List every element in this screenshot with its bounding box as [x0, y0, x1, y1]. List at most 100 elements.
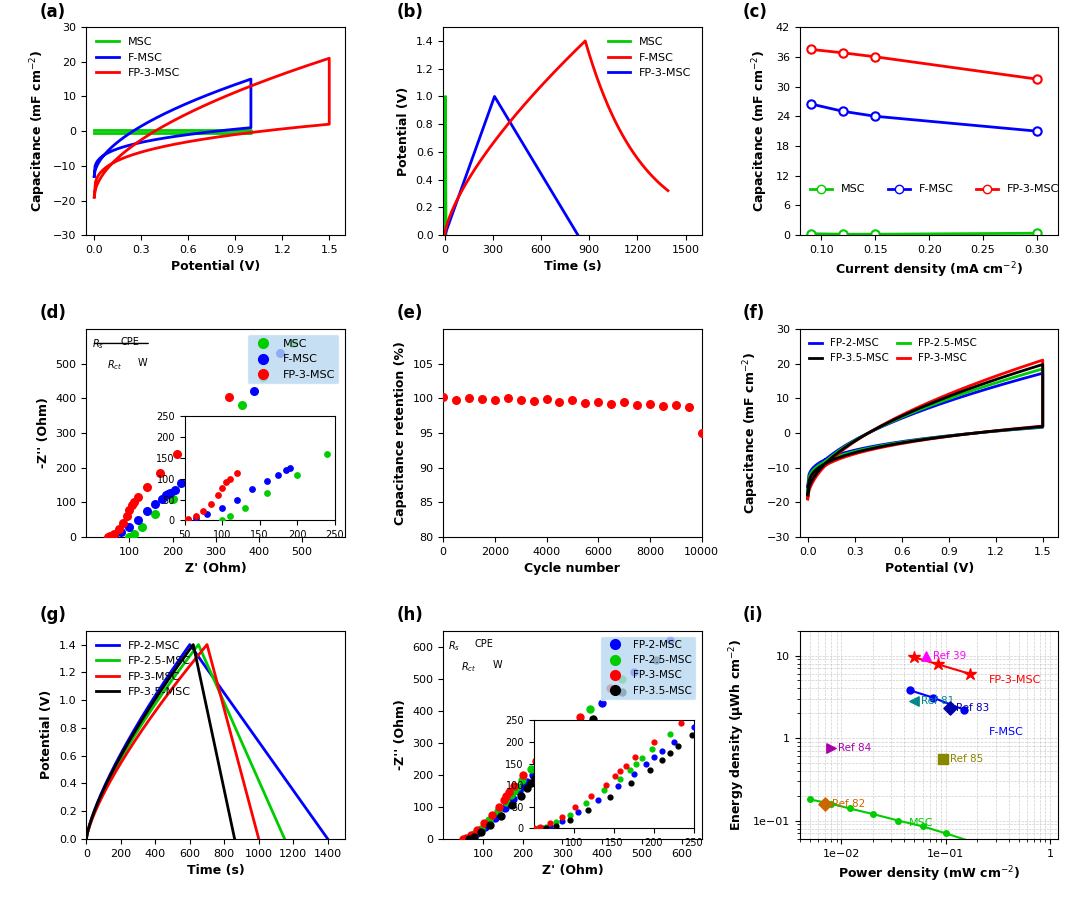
Point: [476, 820, 494, 834]
Point: [114, 516, 132, 530]
Text: (a): (a): [40, 3, 66, 21]
Point: [602, 681, 619, 695]
Point: [220, 390, 238, 404]
Point: [160, 486, 177, 501]
Point: [462, 830, 480, 844]
Point: [246, 384, 264, 399]
Point: [121, 529, 138, 544]
Legend: FP-2-MSC, FP-2.5-MSC, FP-3-MSC, FP-3.5-MSC: FP-2-MSC, FP-2.5-MSC, FP-3-MSC, FP-3.5-M…: [600, 636, 697, 700]
Legend: MSC, F-MSC, FP-3-MSC: MSC, F-MSC, FP-3-MSC: [247, 335, 339, 384]
Point: [218, 419, 235, 433]
Point: [935, 752, 953, 767]
Y-axis label: -Z'' (Ohm): -Z'' (Ohm): [394, 699, 407, 770]
Point: [447, 392, 464, 407]
Point: [499, 391, 516, 406]
Point: [508, 779, 525, 794]
X-axis label: Power density (mW cm$^{-2}$): Power density (mW cm$^{-2}$): [838, 864, 1021, 884]
Point: [498, 789, 515, 804]
Point: [942, 701, 959, 715]
Text: $R_s$: $R_s$: [92, 337, 104, 351]
Point: [472, 825, 489, 840]
X-axis label: Potential (V): Potential (V): [171, 261, 260, 273]
Point: [272, 346, 289, 361]
Point: [496, 801, 513, 815]
Point: [99, 529, 117, 544]
Point: [110, 522, 127, 537]
Text: Ref 82: Ref 82: [832, 798, 865, 809]
Y-axis label: Energy density (μWh cm$^{-2}$): Energy density (μWh cm$^{-2}$): [728, 639, 747, 831]
Y-axis label: Capacitance retention (%): Capacitance retention (%): [394, 341, 407, 525]
Text: MSC: MSC: [908, 818, 933, 828]
Point: [505, 784, 523, 798]
Point: [181, 474, 199, 489]
Point: [486, 811, 503, 825]
Point: [158, 488, 175, 502]
Point: [693, 426, 711, 440]
Point: [513, 773, 530, 787]
X-axis label: Time (s): Time (s): [187, 864, 244, 877]
Point: [462, 828, 480, 842]
Point: [153, 492, 171, 506]
Point: [504, 778, 522, 793]
Point: [162, 485, 179, 500]
Text: $R_{ct}$: $R_{ct}$: [107, 358, 122, 372]
Point: [616, 395, 633, 410]
Point: [186, 464, 203, 478]
Point: [551, 394, 568, 409]
X-axis label: Current density (mA cm$^{-2}$): Current density (mA cm$^{-2}$): [835, 261, 1023, 281]
Point: [201, 450, 218, 465]
Legend: MSC, F-MSC, FP-3-MSC: MSC, F-MSC, FP-3-MSC: [806, 180, 1064, 198]
Point: [816, 796, 834, 811]
Point: [102, 529, 119, 543]
Point: [524, 768, 541, 782]
Point: [546, 734, 564, 749]
Text: $R_{ct}$: $R_{ct}$: [461, 660, 476, 674]
Point: [590, 394, 607, 409]
Text: (g): (g): [40, 606, 67, 624]
Text: $R_s$: $R_s$: [448, 639, 460, 653]
X-axis label: Cycle number: Cycle number: [525, 562, 620, 575]
Point: [647, 652, 664, 667]
Point: [457, 832, 474, 846]
Point: [458, 831, 475, 845]
X-axis label: Potential (V): Potential (V): [885, 562, 974, 575]
Point: [512, 392, 529, 407]
Point: [472, 822, 489, 836]
Point: [138, 504, 156, 519]
Point: [534, 763, 551, 778]
Point: [106, 527, 123, 541]
Point: [526, 771, 543, 786]
Point: [489, 804, 507, 818]
Legend: FP-2-MSC, FP-3.5-MSC, FP-2.5-MSC, FP-3-MSC: FP-2-MSC, FP-3.5-MSC, FP-2.5-MSC, FP-3-M…: [805, 334, 982, 368]
Point: [918, 649, 935, 664]
Point: [522, 776, 539, 790]
Point: [512, 788, 529, 803]
Point: [147, 507, 164, 521]
Point: [518, 775, 536, 789]
Point: [460, 831, 477, 845]
Point: [502, 788, 519, 803]
Text: Ref 83: Ref 83: [957, 704, 989, 713]
Point: [585, 712, 603, 726]
Point: [568, 722, 585, 736]
Text: W: W: [492, 660, 502, 670]
Point: [534, 757, 551, 771]
Point: [473, 391, 490, 406]
Point: [486, 393, 503, 408]
Point: [458, 832, 475, 846]
Point: [504, 792, 522, 806]
Point: [225, 415, 242, 429]
Legend: MSC, F-MSC, FP-3-MSC: MSC, F-MSC, FP-3-MSC: [92, 32, 185, 83]
Point: [121, 502, 138, 517]
Point: [629, 398, 646, 412]
Point: [482, 818, 499, 833]
Text: (d): (d): [40, 305, 67, 323]
Point: [613, 671, 631, 686]
Point: [194, 460, 212, 474]
Point: [460, 391, 477, 405]
Point: [490, 799, 508, 814]
Text: (i): (i): [743, 606, 764, 624]
Point: [465, 827, 483, 842]
Point: [481, 813, 498, 827]
Point: [510, 784, 527, 798]
